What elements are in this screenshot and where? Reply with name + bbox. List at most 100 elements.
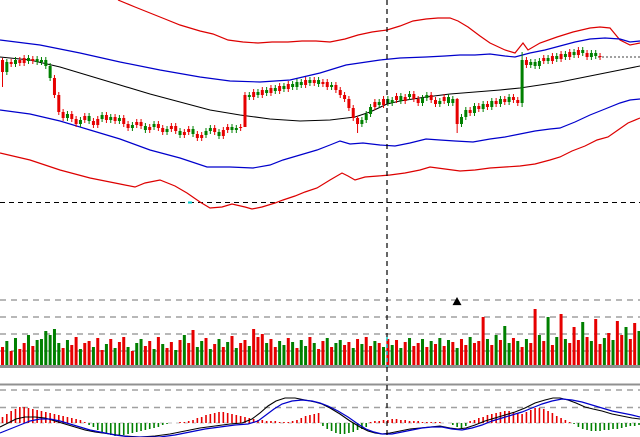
volume-bar <box>291 342 295 365</box>
volume-bar <box>550 345 554 365</box>
volume-bar <box>256 337 260 365</box>
candle-body <box>403 97 407 101</box>
macd-histogram-bar <box>270 421 272 423</box>
volume-bar <box>382 347 386 365</box>
candle-body <box>429 95 433 100</box>
macd-histogram-bar <box>326 423 329 429</box>
macd-histogram-bar <box>499 412 502 423</box>
volume-bar <box>464 345 468 365</box>
candle-body <box>256 92 260 95</box>
volume-bar <box>386 339 390 365</box>
volume-bar <box>87 341 91 365</box>
volume-bar <box>576 340 580 365</box>
volume-bar <box>555 337 559 365</box>
macd-histogram-bar <box>101 423 103 432</box>
volume-bar <box>529 343 533 365</box>
candle-body <box>130 125 134 128</box>
candle-body <box>31 59 35 61</box>
volume-bar <box>455 348 459 365</box>
volume-bar <box>607 333 611 365</box>
candle-body <box>568 52 572 57</box>
candle-body <box>291 84 295 87</box>
candle-body <box>156 124 160 128</box>
volume-bar <box>204 338 208 365</box>
macd-histogram-bar <box>287 422 290 423</box>
candle-body <box>468 110 472 113</box>
candle-body <box>74 119 78 124</box>
volume-bar <box>524 339 528 365</box>
volume-bar <box>581 322 585 365</box>
candle-body <box>377 102 381 105</box>
volume-bar <box>260 334 264 365</box>
candle-body <box>18 60 22 63</box>
candle-body <box>481 104 485 109</box>
macd-histogram-bar <box>629 423 632 426</box>
volume-bar <box>572 327 576 365</box>
candle-body <box>537 61 541 66</box>
volume-bar <box>39 339 43 365</box>
candle-body <box>399 96 403 101</box>
macd-histogram-bar <box>70 418 73 423</box>
macd-histogram-bar <box>568 422 571 423</box>
candle-body <box>507 97 511 102</box>
volume-bar <box>343 345 347 365</box>
crosshair-vertical-line[interactable] <box>188 0 388 437</box>
candle-body <box>585 53 589 57</box>
candle-body <box>100 115 104 119</box>
macd-histogram-bar <box>317 413 320 423</box>
macd-signal-line <box>0 398 640 437</box>
macd-histogram-bar <box>607 423 610 430</box>
candle-body <box>5 62 9 72</box>
volume-bar <box>174 350 178 365</box>
macd-histogram-bar <box>23 407 25 423</box>
macd-histogram-bar <box>49 413 51 423</box>
candle-body <box>485 104 489 107</box>
volume-bar <box>334 343 338 365</box>
macd-histogram-bar <box>40 411 43 423</box>
macd-histogram-bar <box>482 417 484 423</box>
volume-bar <box>57 343 61 365</box>
macd-histogram-bar <box>413 421 415 423</box>
candle-body <box>113 117 117 121</box>
macd-histogram-bar <box>75 419 77 423</box>
macd-histogram-bar <box>6 414 8 423</box>
candle-body <box>117 118 121 121</box>
macd-histogram-bar <box>473 420 476 423</box>
candle-body <box>425 95 429 98</box>
volume-bar <box>31 346 35 365</box>
candle-body <box>494 101 498 104</box>
macd-histogram-bar <box>148 423 151 429</box>
volume-bar <box>182 335 186 365</box>
volume-bar <box>377 343 381 365</box>
candle-body <box>421 98 425 103</box>
volume-bar <box>109 339 113 365</box>
candle-body <box>48 66 52 78</box>
macd-histogram-bar <box>304 416 307 423</box>
candle-body <box>109 117 113 120</box>
candle-body <box>269 88 273 93</box>
volume-bar <box>472 343 476 365</box>
candle-body <box>191 129 195 134</box>
outer-upper-band <box>117 0 640 54</box>
macd-histogram-bar <box>96 423 99 430</box>
macd-histogram-bar <box>638 423 640 425</box>
macd-histogram-bar <box>387 420 389 423</box>
macd-histogram-bar <box>365 423 368 427</box>
macd-histogram-bar <box>486 415 489 423</box>
volume-bar <box>477 341 481 365</box>
macd-histogram-bar <box>378 421 381 423</box>
macd-histogram-bar <box>218 412 220 423</box>
macd-histogram-bar <box>105 423 108 434</box>
candle-body <box>546 58 550 61</box>
triangle-marker <box>452 297 462 306</box>
macd-histogram-bar <box>542 409 545 423</box>
macd-histogram-bar <box>122 423 125 435</box>
volume-bar <box>399 348 403 365</box>
volume-bar <box>295 348 299 365</box>
macd-histogram-bar <box>478 418 480 423</box>
volume-bar <box>195 347 199 365</box>
macd-histogram-bar <box>183 422 186 423</box>
candle-body <box>581 50 585 53</box>
volume-bar <box>308 337 312 365</box>
